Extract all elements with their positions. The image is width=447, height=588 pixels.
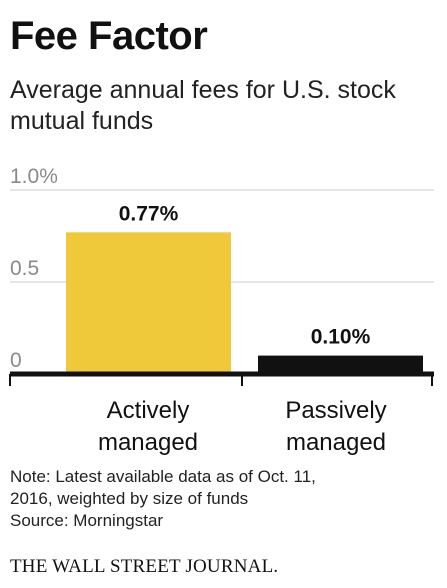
x-category-label: managed bbox=[286, 429, 386, 456]
note-line: 2016, weighted by size of funds bbox=[10, 489, 249, 508]
publisher-logo: THE WALL STREET JOURNAL. bbox=[10, 556, 279, 577]
chart-subtitle: Average annual fees for U.S. stock mutua… bbox=[10, 76, 396, 135]
chart-note: Note: Latest available data as of Oct. 1… bbox=[10, 466, 440, 532]
bar bbox=[258, 355, 423, 374]
data-label: 0.10% bbox=[311, 326, 371, 349]
bar-chart: 1.0% 0.5 0 0.77% 0.10% Actively managed Passive… bbox=[9, 165, 434, 456]
source-line: Source: Morningstar bbox=[10, 511, 164, 530]
y-tick-label: 0 bbox=[10, 349, 22, 372]
bar bbox=[66, 232, 231, 374]
x-category-label: managed bbox=[98, 429, 198, 456]
y-tick-label: 0.5 bbox=[10, 257, 39, 280]
data-label: 0.77% bbox=[119, 202, 179, 225]
x-category-label: Actively bbox=[107, 397, 190, 424]
x-category-label: Passively bbox=[285, 397, 386, 424]
note-line: Note: Latest available data as of Oct. 1… bbox=[10, 467, 316, 486]
chart-title: Fee Factor bbox=[10, 14, 208, 58]
y-tick-label: 1.0% bbox=[10, 165, 58, 188]
